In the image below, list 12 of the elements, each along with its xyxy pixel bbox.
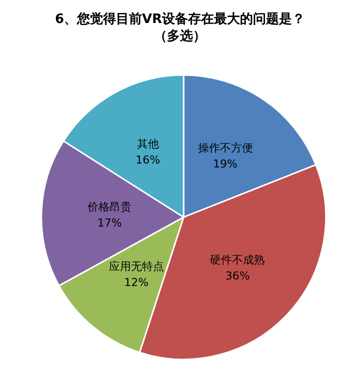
data-label: 19% [213, 157, 238, 170]
slice-label: 应用无特点 [108, 260, 164, 273]
slice-label: 操作不方便 [198, 141, 253, 154]
chart-subtitle: （多选） [154, 29, 206, 44]
slice-label: 其他 [136, 138, 159, 151]
data-label: 12% [124, 276, 149, 289]
data-label: 16% [136, 154, 160, 167]
chart-title: 6、您觉得目前VR设备存在最大的问题是？ [54, 11, 306, 27]
slice-label: 硬件不成熟 [210, 253, 266, 266]
slice-label: 价格昂贵 [86, 200, 132, 214]
data-label: 36% [225, 269, 250, 282]
data-label: 17% [97, 216, 122, 230]
